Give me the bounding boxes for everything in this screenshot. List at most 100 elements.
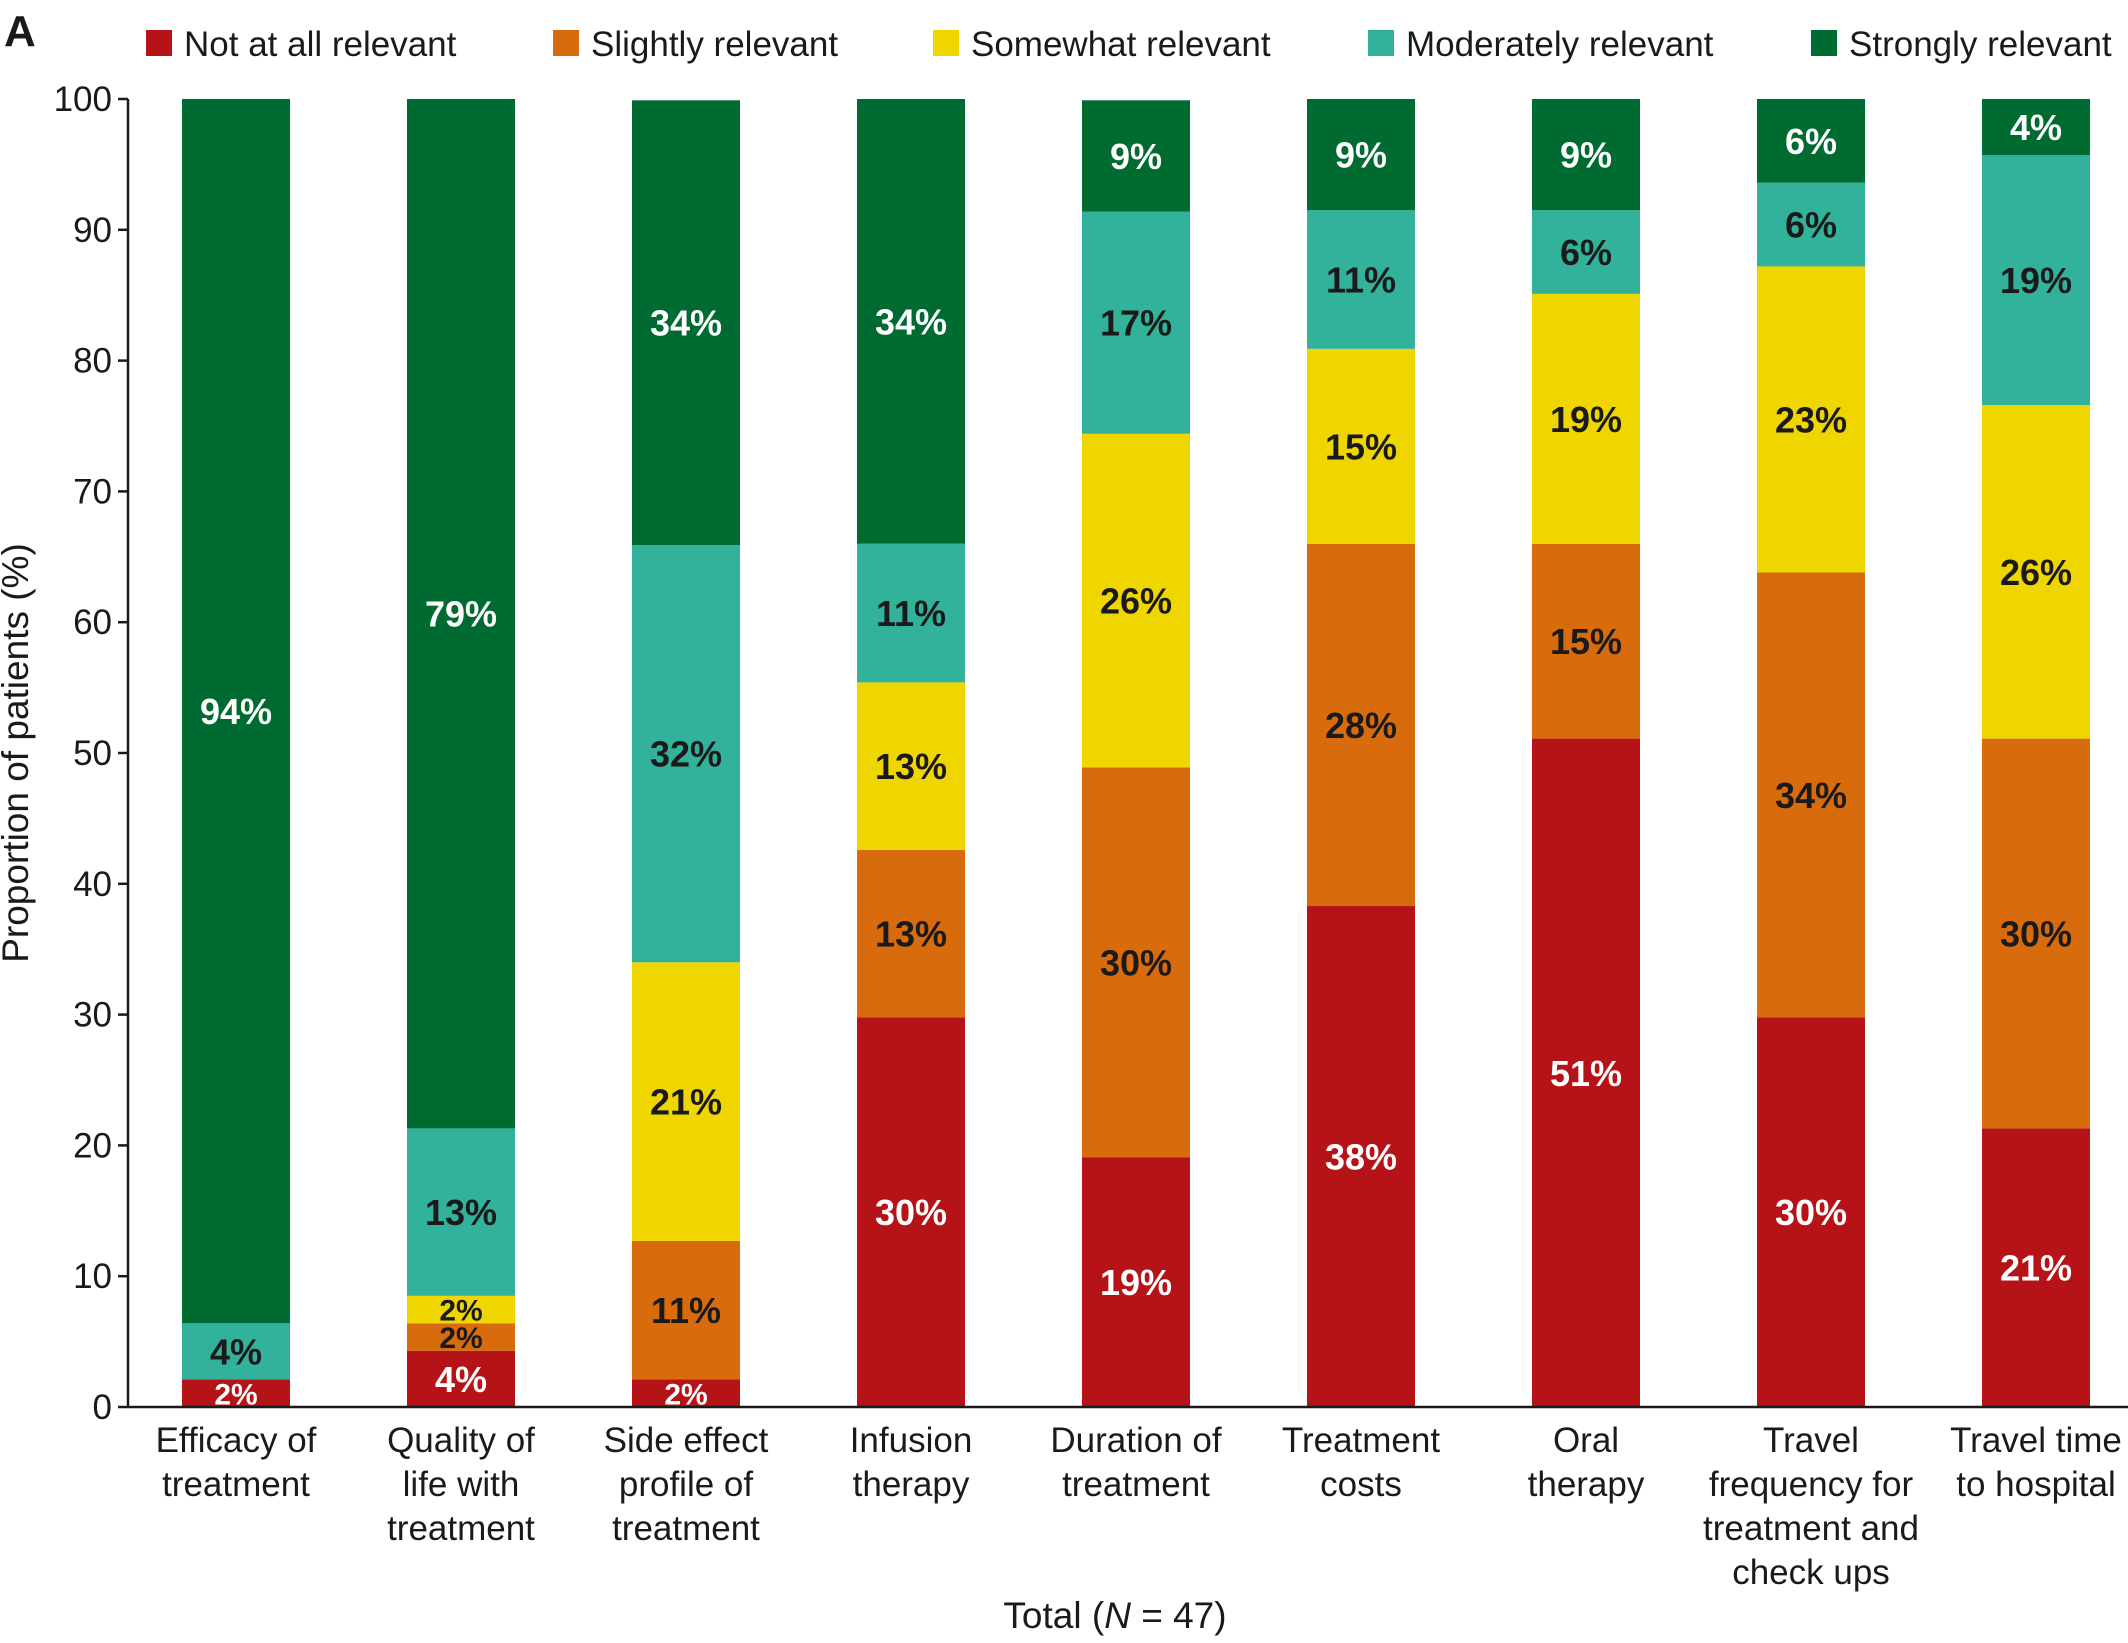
bar-data-label: 26% xyxy=(2000,552,2072,593)
bar-segment xyxy=(1982,155,2090,406)
bar-segment xyxy=(1982,99,2090,156)
bar-data-label: 11% xyxy=(876,593,946,634)
bar-segment xyxy=(1307,99,1415,211)
x-category-label: Side effect profile of treatment xyxy=(604,1421,769,1548)
bar-data-label: 11% xyxy=(1326,260,1396,301)
bar-segment xyxy=(1757,572,1865,1018)
x-category-label: Travel time to hospital xyxy=(1950,1421,2122,1504)
bar-data-label: 38% xyxy=(1325,1137,1397,1178)
bar-segment xyxy=(182,1379,290,1407)
y-tick-label: 30 xyxy=(73,996,112,1035)
bar-segment xyxy=(632,1379,740,1407)
bar-data-label: 6% xyxy=(1785,121,1837,162)
bar-stack: 38% 28% 15% 11% 9% xyxy=(1307,99,1415,1407)
bar-data-label: 32% xyxy=(650,734,722,775)
x-axis-title: Total (N = 47) xyxy=(1003,1595,1226,1636)
bar-segment xyxy=(1757,266,1865,573)
legend-label: Somewhat relevant xyxy=(971,25,1271,64)
bar-segment xyxy=(857,99,965,544)
bar-data-label: 9% xyxy=(1335,135,1387,176)
bar-data-label: 51% xyxy=(1550,1053,1622,1094)
x-category-label: Duration of treatment xyxy=(1050,1421,1221,1504)
bar-stack: 2%11%21%32%34% xyxy=(632,100,740,1411)
bar-segment xyxy=(632,962,740,1241)
bar-data-label: 21% xyxy=(2000,1248,2072,1289)
legend: Not at all relevant Slightly relevant Some… xyxy=(146,25,2112,64)
bar-data-label: 30% xyxy=(875,1192,947,1233)
legend-swatch xyxy=(933,30,959,56)
bar-data-label: 13% xyxy=(425,1192,497,1233)
bar-segment xyxy=(1757,182,1865,267)
y-tick-label: 0 xyxy=(93,1388,112,1427)
bar-stack: 30% 34% 23% 6% 6% xyxy=(1757,99,1865,1407)
bar-stack: 30% 13% 13% 11% 34% xyxy=(857,99,965,1407)
y-tick-label: 10 xyxy=(73,1257,112,1296)
legend-swatch xyxy=(1811,30,1837,56)
bar-segment xyxy=(632,1240,740,1380)
bar-segment xyxy=(632,545,740,963)
bar-data-label: 34% xyxy=(1775,775,1847,816)
bar-segment xyxy=(857,543,965,683)
x-category-label: Efficacy of treatment xyxy=(156,1421,317,1504)
y-axis-title: Proportion of patients (%) xyxy=(0,543,36,963)
y-tick-label: 80 xyxy=(73,342,112,381)
bar-data-label: 19% xyxy=(1550,399,1622,440)
bar-data-label: 6% xyxy=(1785,205,1837,246)
bar-data-label: 26% xyxy=(1100,581,1172,622)
bar-segment xyxy=(1082,1157,1190,1407)
bar-data-label: 17% xyxy=(1100,303,1172,344)
x-axis: Efficacy of treatment Quality of life with t… xyxy=(128,1405,2128,1636)
panel-letter: A xyxy=(4,7,36,56)
bar-data-label: 19% xyxy=(2000,260,2072,301)
bar-data-label: 15% xyxy=(1550,621,1622,662)
bar-data-label: 2% xyxy=(439,1322,482,1355)
y-tick-label: 40 xyxy=(73,865,112,904)
y-tick-label: 90 xyxy=(73,211,112,250)
bar-segment xyxy=(1532,543,1640,739)
bar-data-label: 94% xyxy=(200,691,272,732)
bar-data-label: 4% xyxy=(2010,107,2062,148)
bar-segment xyxy=(1082,433,1190,768)
bar-segment xyxy=(632,100,740,546)
bar-data-label: 4% xyxy=(435,1359,487,1400)
bar-data-label: 30% xyxy=(1775,1192,1847,1233)
x-category-label: Quality of life with treatment xyxy=(387,1421,535,1548)
bar-segment xyxy=(1982,405,2090,739)
bar-data-label: 19% xyxy=(1100,1262,1172,1303)
legend-swatch xyxy=(553,30,579,56)
bar-stack: 2%4%94% xyxy=(182,99,290,1411)
bar-data-label: 11% xyxy=(651,1290,721,1331)
bar-data-label: 15% xyxy=(1325,426,1397,467)
bar-data-label: 34% xyxy=(650,303,722,344)
bar-data-label: 30% xyxy=(1100,942,1172,983)
bar-stack: 19% 30% 26% 17% 9% xyxy=(1082,100,1190,1407)
bar-data-label: 13% xyxy=(875,746,947,787)
legend-label: Moderately relevant xyxy=(1406,25,1714,64)
bar-segment xyxy=(1532,210,1640,294)
bar-segment xyxy=(1082,100,1190,212)
bar-segment xyxy=(1532,99,1640,211)
y-tick-label: 20 xyxy=(73,1126,112,1165)
bar-segment xyxy=(1982,1128,2090,1407)
bar-data-label: 23% xyxy=(1775,399,1847,440)
legend-swatch xyxy=(1368,30,1394,56)
y-tick-label: 100 xyxy=(54,80,112,119)
legend-label: Not at all relevant xyxy=(184,25,457,64)
legend-label: Strongly relevant xyxy=(1849,25,2112,64)
bar-data-label: 34% xyxy=(875,301,947,342)
bar-segment xyxy=(407,1323,515,1351)
x-category-label: Treatment costs xyxy=(1282,1421,1440,1504)
bar-segment xyxy=(182,1323,290,1380)
bar-segment xyxy=(1757,99,1865,183)
bar-data-label: 2% xyxy=(439,1295,482,1328)
bar-segment xyxy=(182,99,290,1324)
bar-segment xyxy=(1757,1017,1865,1407)
y-tick-label: 70 xyxy=(73,472,112,511)
bar-segment xyxy=(1307,348,1415,544)
bar-data-label: 79% xyxy=(425,594,497,635)
bar-segment xyxy=(1307,210,1415,349)
y-axis: 0 10 20 30 40 50 60 70 80 90 100 Proportion of pati… xyxy=(0,80,130,1427)
x-category-label: Travel frequency for treatment and check up… xyxy=(1703,1421,1919,1592)
